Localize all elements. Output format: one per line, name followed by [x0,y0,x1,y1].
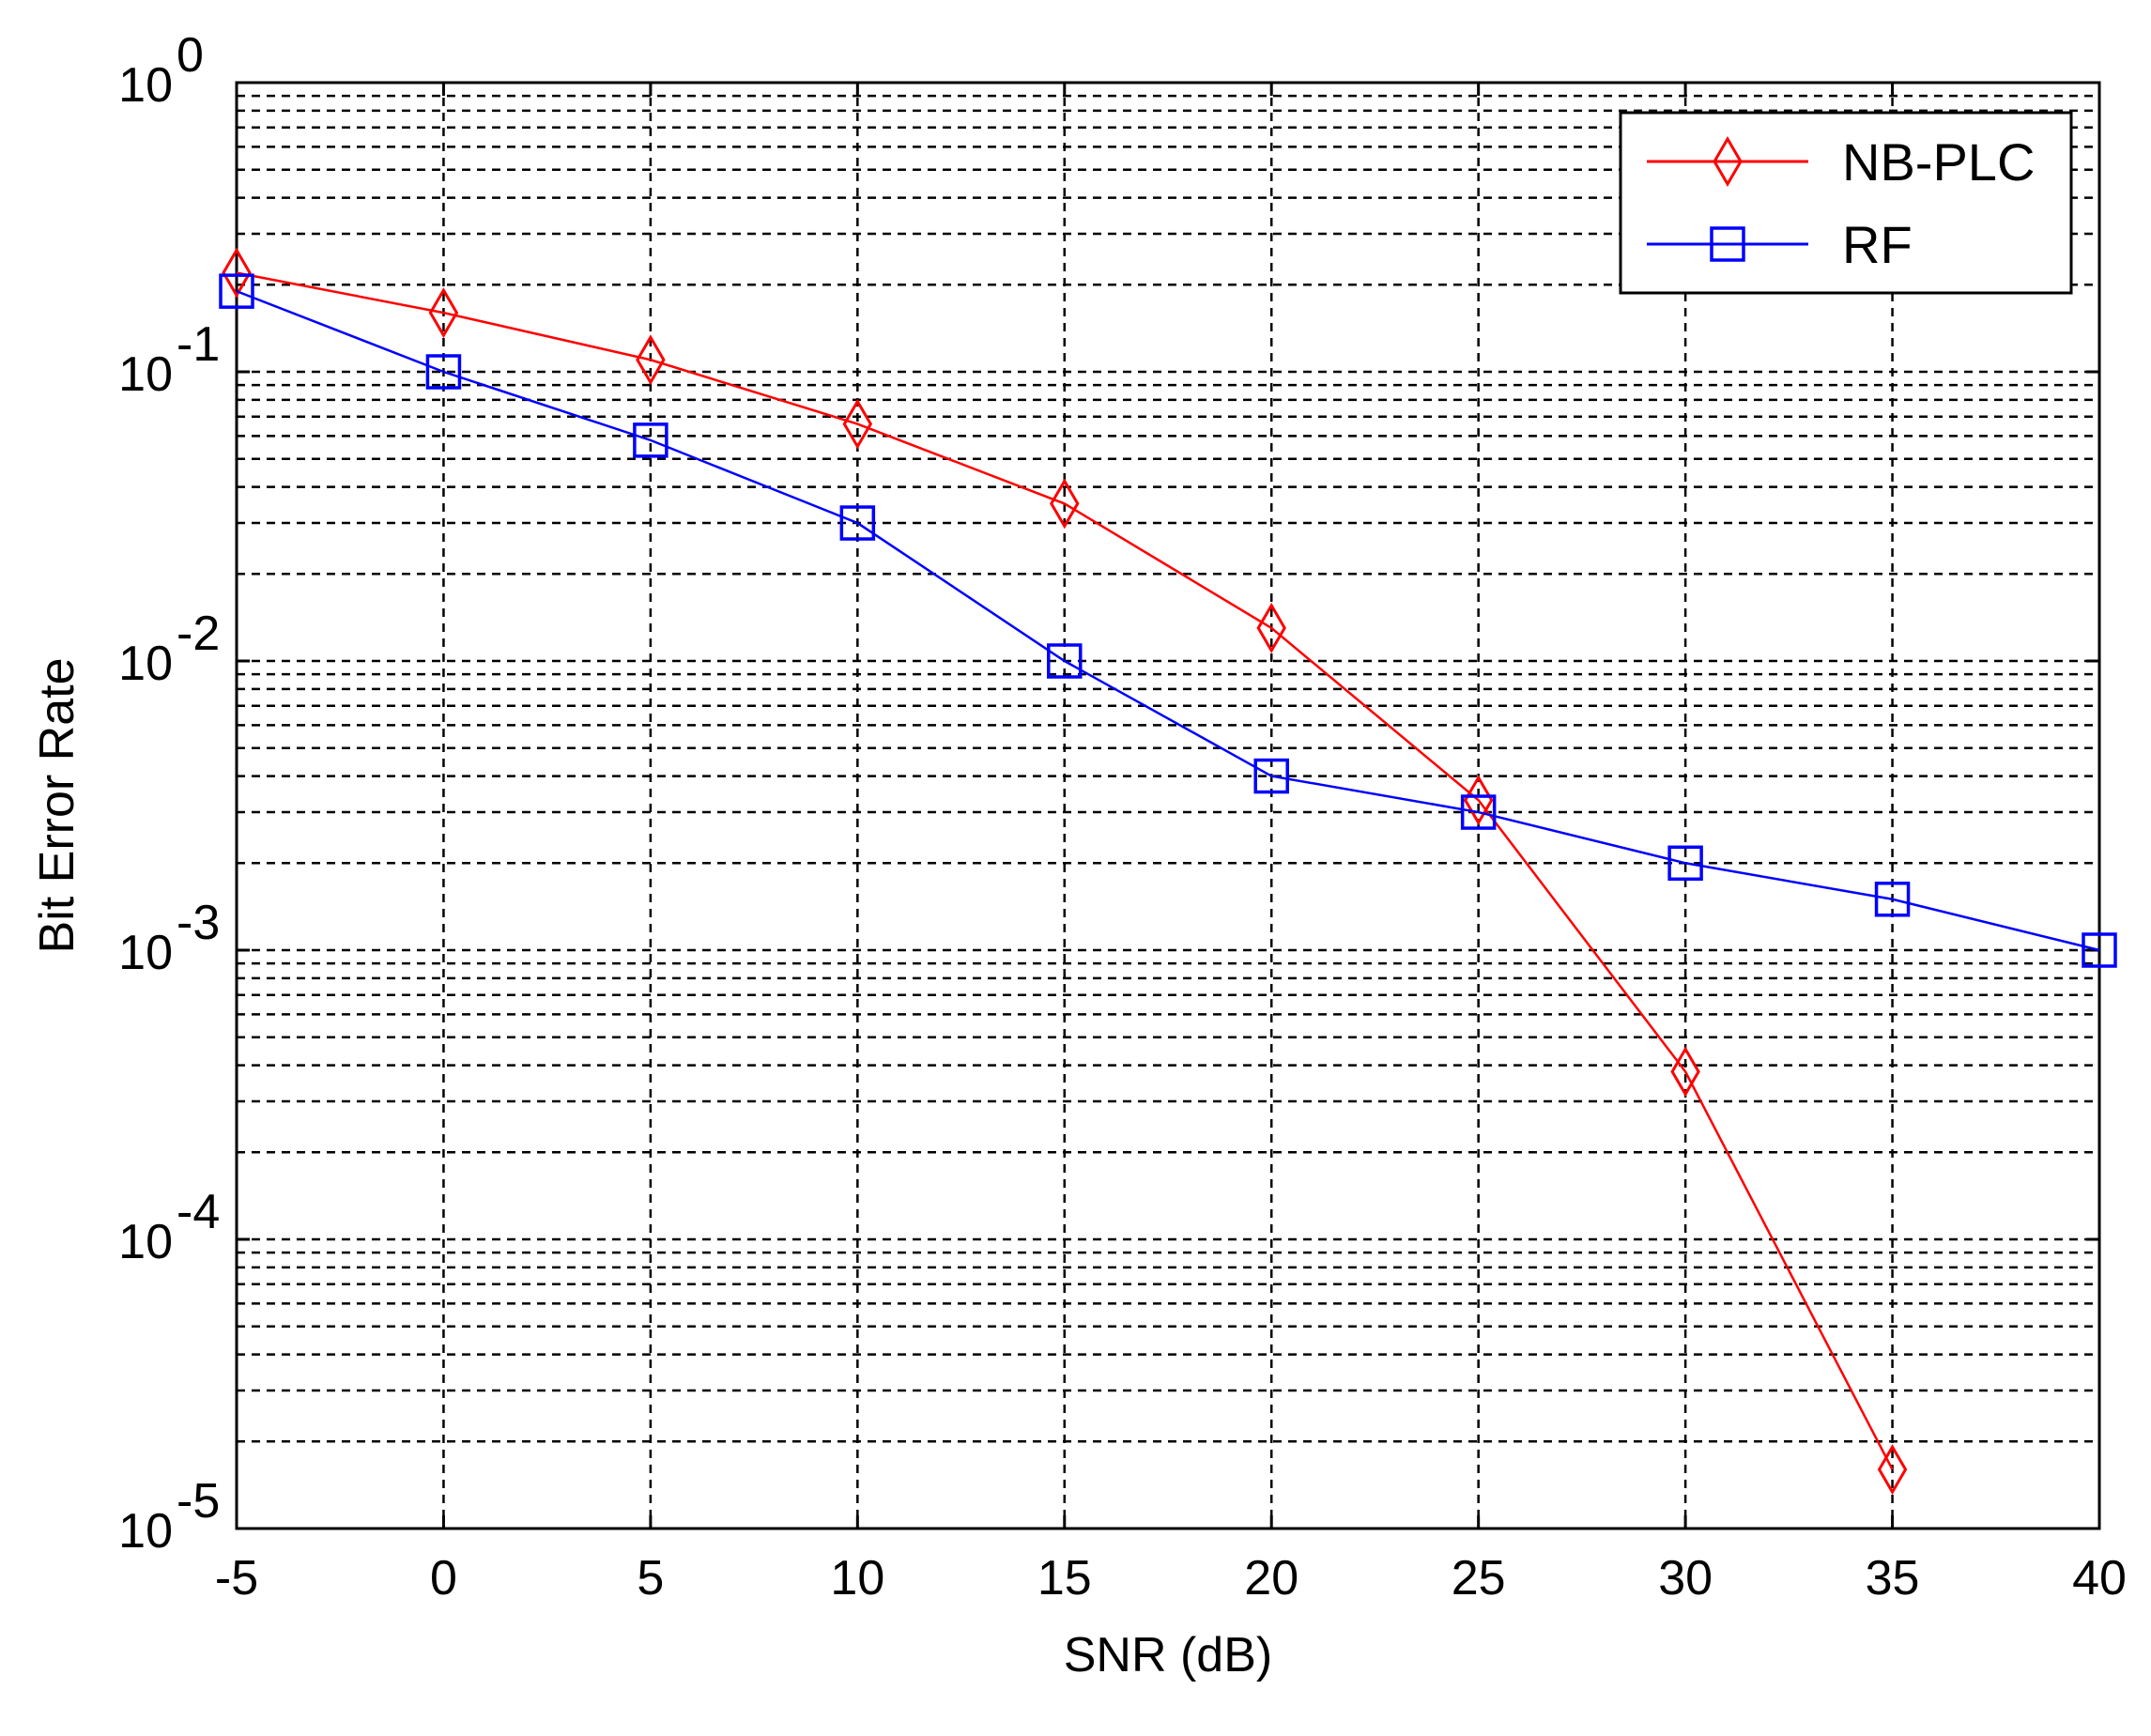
x-axis-label: SNR (dB) [1064,1628,1272,1682]
legend-label-rf: RF [1842,215,1913,274]
y-tick-exponent: -4 [177,1185,220,1239]
data-point-nb-plc [1670,1046,1700,1098]
series-layer [219,247,2117,1496]
data-point-nb-plc [842,398,873,450]
x-tick-label: 40 [2072,1551,2127,1605]
legend-item-rf: RF [1647,215,1913,274]
data-point-nb-plc [222,247,252,299]
x-tick-label: 20 [1244,1551,1298,1605]
y-tick-exponent: 0 [177,28,204,83]
data-point-rf [1667,845,1703,882]
y-tick-exponent: -2 [177,607,220,661]
x-tick-label: 25 [1452,1551,1506,1605]
data-point-rf [2082,932,2117,968]
data-point-nb-plc [1050,478,1080,530]
plot-area-frame [235,81,2101,1530]
series-nb-plc [222,247,1908,1496]
legend: NB-PLC RF [1619,111,2073,295]
data-point-rf [633,422,668,458]
x-tick-label: 30 [1658,1551,1713,1605]
data-point-nb-plc [1463,775,1494,826]
y-tick-label: 10 [118,58,173,113]
x-tick-label: 15 [1037,1551,1092,1605]
y-tick-label: 10 [118,637,173,691]
legend-box [1619,111,2073,295]
y-tick-label: 10 [118,926,173,980]
axis-ticks: -5 0 5 10 15 20 25 30 35 4010010-110-210-310-410-… [118,28,2127,1605]
data-point-rf [839,505,876,541]
legend-item-nb-plc: NB-PLC [1647,132,2035,192]
data-point-rf [1460,794,1497,830]
data-point-nb-plc [428,287,459,339]
y-tick-label: 10 [118,1215,173,1269]
data-point-nb-plc [636,334,666,386]
x-tick-label: 35 [1866,1551,1920,1605]
series-line-nb-plc [236,271,1894,1470]
y-tick-exponent: -3 [177,896,220,950]
legend-label-nb-plc: NB-PLC [1842,132,2035,192]
x-tick-label: -5 [215,1551,258,1605]
data-point-nb-plc [1256,602,1286,653]
series-rf [219,273,2117,968]
data-point-nb-plc [1877,1444,1908,1496]
data-point-rf [1253,758,1289,794]
data-point-rf [1874,882,1911,917]
data-point-rf [219,273,254,309]
data-point-rf [425,354,462,390]
y-tick-label: 10 [118,347,173,402]
y-axis-label: Bit Error Rate [30,658,85,954]
x-tick-label: 5 [637,1551,664,1605]
series-line-rf [236,289,2100,952]
x-tick-label: 10 [830,1551,884,1605]
data-point-rf [1047,643,1083,679]
y-tick-exponent: -1 [177,317,220,372]
legend-marker-rf [1710,226,1745,262]
legend-marker-nb-plc [1713,136,1743,187]
y-tick-exponent: -5 [177,1474,220,1529]
x-tick-label: 0 [430,1551,457,1605]
y-tick-label: 10 [118,1504,173,1559]
